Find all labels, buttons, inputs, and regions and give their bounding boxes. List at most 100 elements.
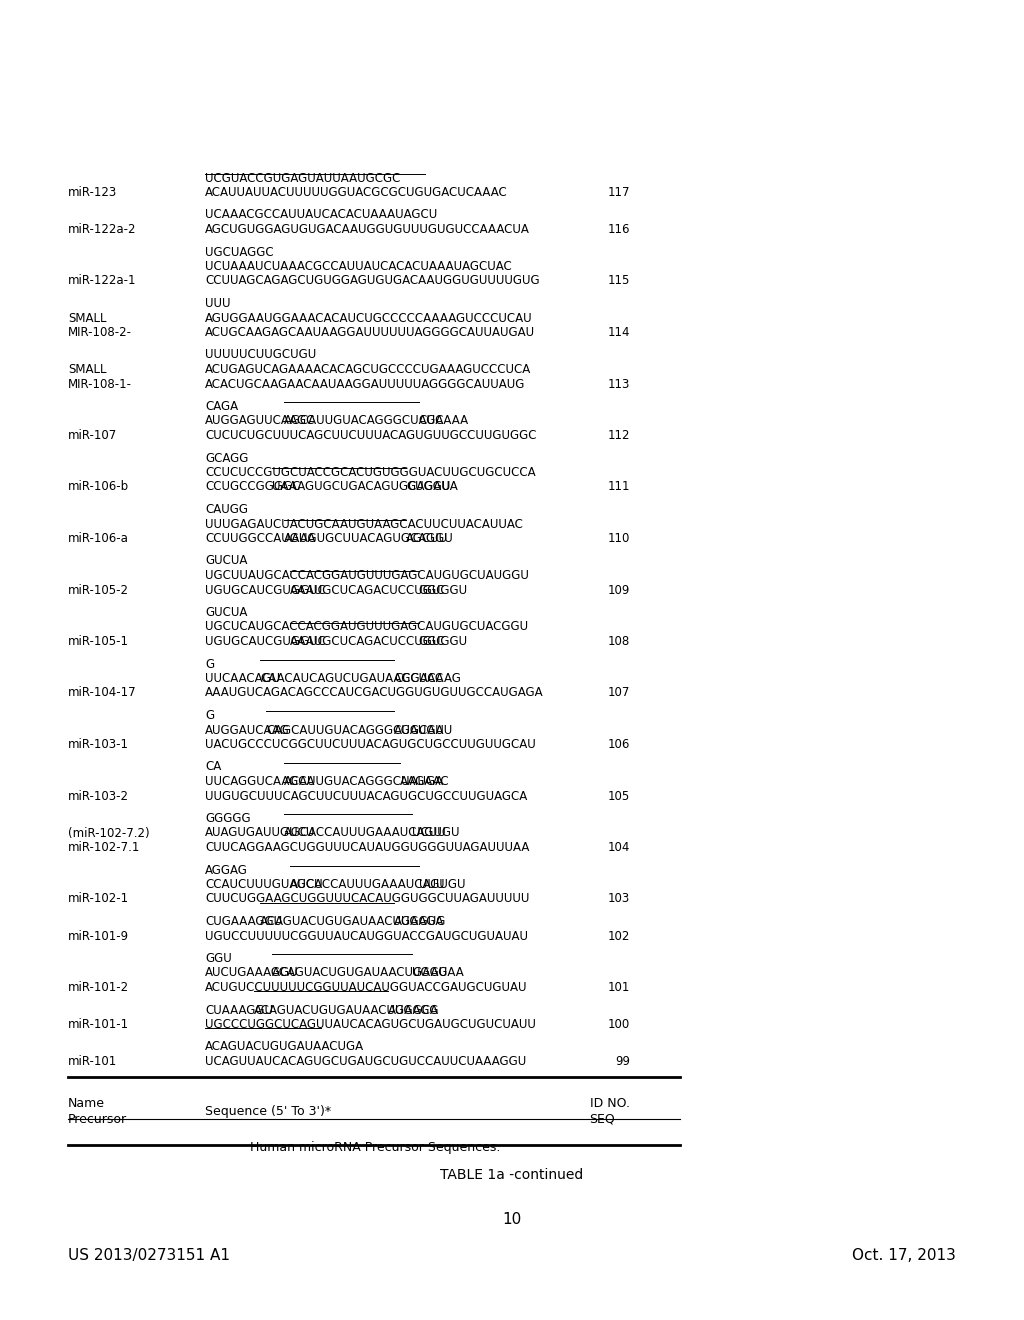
Text: ID NO.: ID NO. xyxy=(590,1097,630,1110)
Text: AUGGUG: AUGGUG xyxy=(394,915,446,928)
Text: miR-123: miR-123 xyxy=(68,186,118,199)
Text: 106: 106 xyxy=(607,738,630,751)
Text: 105: 105 xyxy=(608,789,630,803)
Text: AAGAAC: AAGAAC xyxy=(400,775,450,788)
Text: ACUGCAAGAGCAAUAAGGAUUUUUUAGGGGCAUUAUGAU: ACUGCAAGAGCAAUAAGGAUUUUUUAGGGGCAUUAUGAU xyxy=(205,326,536,339)
Text: ACAGUACUGUGAUAACUGAAGAA: ACAGUACUGUGAUAACUGAAGAA xyxy=(272,966,465,979)
Text: 99: 99 xyxy=(615,1055,630,1068)
Text: UCUU: UCUU xyxy=(413,826,446,840)
Text: AUGGAGUUCAAGC: AUGGAGUUCAAGC xyxy=(205,414,315,428)
Text: UUCAACAGU: UUCAACAGU xyxy=(205,672,280,685)
Text: CUUCUGGAAGCUGGUUUCACAUGGUGGCUUAGAUUUUU: CUUCUGGAAGCUGGUUUCACAUGGUGGCUUAGAUUUUU xyxy=(205,892,529,906)
Text: UUU: UUU xyxy=(419,878,444,891)
Text: CAGA: CAGA xyxy=(205,400,239,413)
Text: CCUUAGCAGAGCUGUGGAGUGUGACAAUGGUGUUUUGUG: CCUUAGCAGAGCUGUGGAGUGUGACAAUGGUGUUUUGUG xyxy=(205,275,540,288)
Text: 109: 109 xyxy=(607,583,630,597)
Text: CAUGG: CAUGG xyxy=(205,503,248,516)
Text: GUGGU: GUGGU xyxy=(407,480,451,494)
Text: 108: 108 xyxy=(608,635,630,648)
Text: AGCAUUGUACAGGGCUAUCAAA: AGCAUUGUACAGGGCUAUCAAA xyxy=(285,414,469,428)
Text: CCUCUCCGUGCUACCGCACUGUGGGUACUUGCUGCUCCA: CCUCUCCGUGCUACCGCACUGUGGGUACUUGCUGCUCCA xyxy=(205,466,536,479)
Text: AGCUU: AGCUU xyxy=(407,532,449,545)
Text: CA: CA xyxy=(205,760,221,774)
Text: miR-107: miR-107 xyxy=(68,429,118,442)
Text: GGC: GGC xyxy=(419,635,445,648)
Text: UGGU: UGGU xyxy=(413,966,447,979)
Text: UCAGUUAUCACAGUGCUGAUGCUGUCCAUUCUAAAGGU: UCAGUUAUCACAGUGCUGAUGCUGUCCAUUCUAAAGGU xyxy=(205,1055,526,1068)
Text: GUCUA: GUCUA xyxy=(205,554,248,568)
Text: AGGCAUU: AGGCAUU xyxy=(394,723,454,737)
Text: Name: Name xyxy=(68,1097,105,1110)
Text: UGCUUAUGCACCACGGAUGUUUGAGCAUGUGCUAUGGU: UGCUUAUGCACCACGGAUGUUUGAGCAUGUGCUAUGGU xyxy=(205,569,528,582)
Text: AGCUGUGGAGUGUGACAAUGGUGUUUGUGUCCAAACUA: AGCUGUGGAGUGUGACAAUGGUGUUUGUGUCCAAACUA xyxy=(205,223,529,236)
Text: miR-103-2: miR-103-2 xyxy=(68,789,129,803)
Text: 102: 102 xyxy=(607,929,630,942)
Text: GGC: GGC xyxy=(419,583,445,597)
Text: AUGGAUCAAG: AUGGAUCAAG xyxy=(205,723,290,737)
Text: miR-122a-1: miR-122a-1 xyxy=(68,275,136,288)
Text: ACAUUAUUACUUUUUGGUACGCGCUGUGACUCAAAC: ACAUUAUUACUUUUUGGUACGCGCUGUGACUCAAAC xyxy=(205,186,508,199)
Text: ACAUUGUACAGGGCUAUGA: ACAUUGUACAGGGCUAUGA xyxy=(285,775,444,788)
Text: GGU: GGU xyxy=(205,952,231,965)
Text: 100: 100 xyxy=(608,1018,630,1031)
Text: CGA: CGA xyxy=(419,414,443,428)
Text: CCUGCCGGGGC: CCUGCCGGGGC xyxy=(205,480,300,494)
Text: UGUGCAUCGUGGUC: UGUGCAUCGUGGUC xyxy=(205,583,326,597)
Text: 101: 101 xyxy=(607,981,630,994)
Text: miR-105-1: miR-105-1 xyxy=(68,635,129,648)
Text: CCGACAAG: CCGACAAG xyxy=(394,672,461,685)
Text: CUUCAGGAAGCUGGUUUCAUAUGGUGGGUUAGAUUUAA: CUUCAGGAAGCUGGUUUCAUAUGGUGGGUUAGAUUUAA xyxy=(205,841,529,854)
Text: 103: 103 xyxy=(608,892,630,906)
Text: ACAGUACUGUGAUAACUGAAGG: ACAGUACUGUGAUAACUGAAGG xyxy=(254,1003,439,1016)
Text: UGUCCUUUUUCGGUUAUCAUGGUACCGAUGCUGUAUAU: UGUCCUUUUUCGGUUAUCAUGGUACCGAUGCUGUAUAU xyxy=(205,929,528,942)
Text: Oct. 17, 2013: Oct. 17, 2013 xyxy=(852,1247,956,1263)
Text: UUGUGCUUUCAGCUUCUUUACAGUGCUGCCUUGUAGCA: UUGUGCUUUCAGCUUCUUUACAGUGCUGCCUUGUAGCA xyxy=(205,789,527,803)
Text: Sequence (5' To 3')*: Sequence (5' To 3')* xyxy=(205,1105,331,1118)
Text: TABLE 1a -continued: TABLE 1a -continued xyxy=(440,1168,584,1181)
Text: CCUUGGCCAUGUA: CCUUGGCCAUGUA xyxy=(205,532,315,545)
Text: MIR-108-2-: MIR-108-2- xyxy=(68,326,132,339)
Text: 110: 110 xyxy=(607,532,630,545)
Text: SEQ: SEQ xyxy=(589,1113,615,1126)
Text: AAAUGCUCAGACUCCUGUGGU: AAAUGCUCAGACUCCUGUGGU xyxy=(291,635,469,648)
Text: miR-101-9: miR-101-9 xyxy=(68,929,129,942)
Text: miR-122a-2: miR-122a-2 xyxy=(68,223,136,236)
Text: miR-103-1: miR-103-1 xyxy=(68,738,129,751)
Text: SMALL: SMALL xyxy=(68,363,106,376)
Text: miR-102-1: miR-102-1 xyxy=(68,892,129,906)
Text: G: G xyxy=(205,657,214,671)
Text: Human microRNA Precursor Sequences.: Human microRNA Precursor Sequences. xyxy=(250,1140,500,1154)
Text: miR-104-17: miR-104-17 xyxy=(68,686,136,700)
Text: CAACAUCAGUCUGAUAAGCUAC: CAACAUCAGUCUGAUAAGCUAC xyxy=(260,672,443,685)
Text: CAGCAUUGUACAGGGCUAUGA: CAGCAUUGUACAGGGCUAUGA xyxy=(266,723,443,737)
Text: Precursor: Precursor xyxy=(68,1113,127,1126)
Text: miR-106-b: miR-106-b xyxy=(68,480,129,494)
Text: ACAGUACUGUGAUAACUGA: ACAGUACUGUGAUAACUGA xyxy=(205,1040,365,1053)
Text: miR-106-a: miR-106-a xyxy=(68,532,129,545)
Text: CUCUCUGCUUUCAGCUUCUUUACAGUGUUGCCUUGUGGC: CUCUCUGCUUUCAGCUUCUUUACAGUGUUGCCUUGUGGC xyxy=(205,429,537,442)
Text: G: G xyxy=(205,709,214,722)
Text: 115: 115 xyxy=(607,275,630,288)
Text: AAAUGCUCAGACUCCUGUGGU: AAAUGCUCAGACUCCUGUGGU xyxy=(291,583,469,597)
Text: CUAAAGGU: CUAAAGGU xyxy=(205,1003,273,1016)
Text: CUGAAAGGU: CUGAAAGGU xyxy=(205,915,283,928)
Text: US 2013/0273151 A1: US 2013/0273151 A1 xyxy=(68,1247,230,1263)
Text: AGCACCAUUUGAAAUCAGUGU: AGCACCAUUUGAAAUCAGUGU xyxy=(291,878,467,891)
Text: ACUGUCCUUUUUCGGUUAUCAUGGUACCGAUGCUGUAU: ACUGUCCUUUUUCGGUUAUCAUGGUACCGAUGCUGUAU xyxy=(205,981,527,994)
Text: 114: 114 xyxy=(607,326,630,339)
Text: AUGGCA: AUGGCA xyxy=(388,1003,439,1016)
Text: miR-101: miR-101 xyxy=(68,1055,118,1068)
Text: CCAUCUUUGUAUCU: CCAUCUUUGUAUCU xyxy=(205,878,323,891)
Text: 116: 116 xyxy=(607,223,630,236)
Text: miR-102-7.1: miR-102-7.1 xyxy=(68,841,140,854)
Text: UCUAAAUCUAAACGCCAUUAUCACACUAAAUAGCUAC: UCUAAAUCUAAACGCCAUUAUCACACUAAAUAGCUAC xyxy=(205,260,512,273)
Text: UAAAGUGCUGACAGUGCAGAUA: UAAAGUGCUGACAGUGCAGAUA xyxy=(272,480,458,494)
Text: miR-101-2: miR-101-2 xyxy=(68,981,129,994)
Text: UUUGAGAUCUACUGCAAUGUAAGCACUUCUUACAUUAC: UUUGAGAUCUACUGCAAUGUAAGCACUUCUUACAUUAC xyxy=(205,517,523,531)
Text: UGUGCAUCGUGGUC: UGUGCAUCGUGGUC xyxy=(205,635,326,648)
Text: GUCUA: GUCUA xyxy=(205,606,248,619)
Text: AAAGUGCUUACAGUGCAGGU: AAAGUGCUUACAGUGCAGGU xyxy=(285,532,454,545)
Text: AAAUGUCAGACAGCCCAUCGACUGGUGUGUUGCCAUGAGA: AAAUGUCAGACAGCCCAUCGACUGGUGUGUUGCCAUGAGA xyxy=(205,686,544,700)
Text: 111: 111 xyxy=(607,480,630,494)
Text: MIR-108-1-: MIR-108-1- xyxy=(68,378,132,391)
